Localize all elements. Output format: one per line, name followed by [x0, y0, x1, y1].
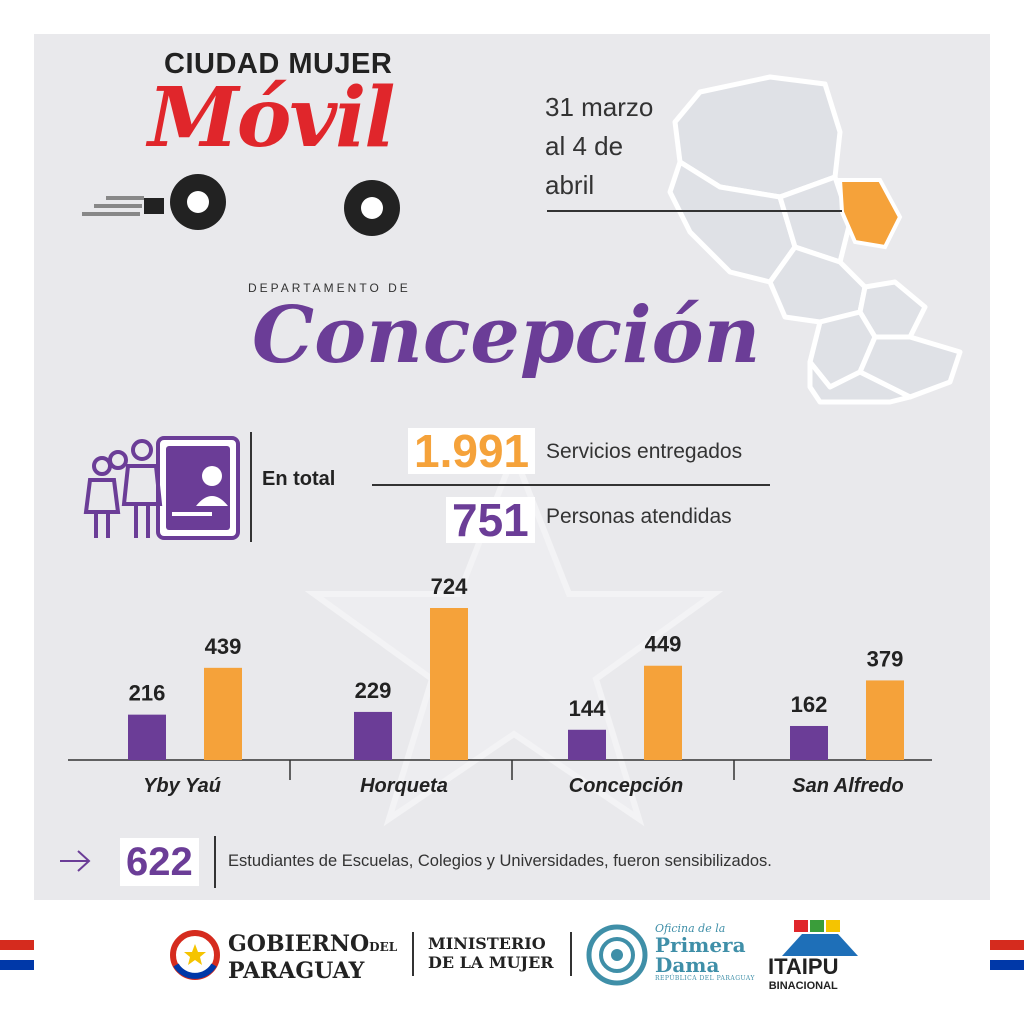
bar-value-label: 439: [205, 634, 242, 659]
students-divider: [214, 836, 216, 888]
gob-line-1: GOBIERNO: [228, 931, 370, 957]
bar: [128, 714, 166, 760]
category-label: Yby Yaú: [143, 775, 221, 797]
concepcion-region-highlight: [837, 178, 903, 250]
services-value: 1.991: [408, 428, 536, 474]
primera-dama-emblem-icon: [586, 924, 648, 986]
bar-value-label: 162: [791, 692, 828, 717]
bar: [430, 608, 468, 760]
date-range: 31 marzo al 4 de abril: [545, 88, 685, 205]
date-line-2: al 4 de: [545, 131, 624, 161]
bar: [790, 725, 828, 760]
flag-right-icon: [990, 940, 1024, 970]
footer-divider-2: [570, 932, 572, 976]
flag-left-icon: [0, 940, 34, 970]
gob-del: DEL: [369, 940, 398, 954]
ministerio-line-1: MINISTERIO: [428, 934, 546, 953]
primera-line-2: Dama: [655, 953, 720, 977]
totals-separator: [372, 484, 770, 486]
date-line-1: 31 marzo: [545, 92, 654, 122]
ministerio-logo-text: MINISTERIO DE LA MUJER: [428, 934, 554, 972]
ministerio-line-2: DE LA MUJER: [428, 953, 554, 972]
department-name: Concepción: [252, 290, 761, 381]
bar: [568, 729, 606, 760]
bar-value-label: 379: [867, 646, 904, 671]
bar-value-label: 144: [569, 696, 606, 721]
car-wheel-icon: [82, 174, 400, 236]
bar: [644, 665, 682, 760]
gob-line-2: PARAGUAY: [228, 958, 365, 984]
date-divider: [547, 210, 842, 212]
brand-top-text: CIUDAD MUJER: [164, 48, 393, 80]
women-group-icon: [83, 436, 240, 540]
students-text: Estudiantes de Escuelas, Colegios y Univ…: [228, 852, 772, 870]
brand-script-text: Móvil: [148, 70, 395, 166]
bar-value-label: 449: [645, 632, 682, 657]
date-line-3: abril: [545, 170, 595, 200]
paraguay-map-icon: [667, 74, 963, 405]
primera-tiny: REPÚBLICA DEL PARAGUAY: [655, 975, 755, 982]
paraguay-seal-icon: [170, 930, 220, 980]
gobierno-logo-text: GOBIERNODEL PARAGUAY: [228, 932, 397, 983]
department-prefix: DEPARTAMENTO DE: [248, 281, 411, 295]
itaipu-logo-text: ITAIPU BINACIONAL: [768, 954, 838, 992]
itaipu-name: ITAIPU: [768, 954, 839, 979]
bar-value-label: 229: [355, 678, 392, 703]
primera-small: Oficina de la: [655, 922, 726, 935]
category-label: Concepción: [569, 775, 683, 797]
bar-value-label: 216: [129, 681, 166, 706]
bar-value-label: 724: [431, 574, 468, 599]
arrow-right-icon: [60, 850, 91, 872]
totals-divider: [250, 432, 252, 542]
bar-chart: 216 439 Yby Yaú 229 724 Horqueta 144 449 Concepc…: [68, 574, 932, 797]
services-label: Servicios entregados: [546, 440, 743, 463]
students-value: 622: [120, 838, 199, 886]
category-label: San Alfredo: [792, 775, 904, 797]
people-value: 751: [446, 497, 535, 543]
watermark-star-icon: [304, 445, 724, 827]
primera-line-1: Primera: [655, 933, 746, 957]
totals-label: En total: [262, 468, 336, 490]
footer-divider-1: [412, 932, 414, 976]
primera-dama-logo-text: Oficina de la Primera Dama REPÚBLICA DEL…: [655, 922, 755, 982]
bar: [866, 680, 904, 760]
people-label: Personas atendidas: [546, 505, 732, 528]
itaipu-emblem-icon: [782, 920, 858, 956]
itaipu-sub: BINACIONAL: [768, 980, 838, 992]
category-label: Horqueta: [360, 775, 448, 797]
bar: [354, 711, 392, 760]
bar: [204, 667, 242, 760]
